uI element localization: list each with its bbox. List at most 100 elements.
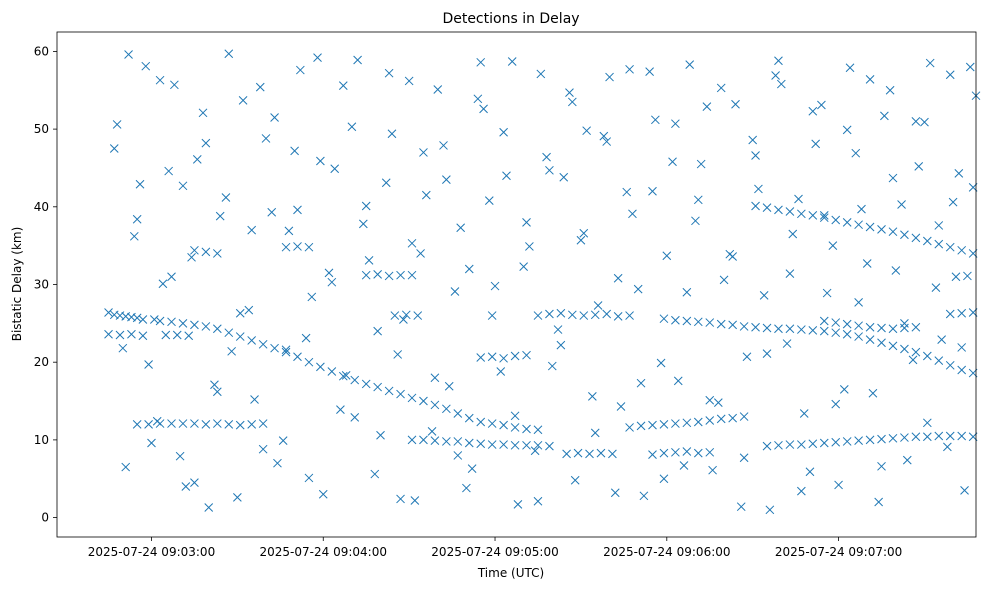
- data-point: [439, 141, 448, 150]
- data-point: [553, 325, 563, 334]
- data-point: [499, 353, 508, 363]
- data-point: [212, 324, 222, 334]
- data-point: [625, 64, 634, 74]
- data-point: [819, 438, 829, 448]
- data-point: [599, 131, 609, 141]
- y-tick-label: 0: [41, 511, 49, 525]
- data-point: [797, 209, 806, 219]
- data-point: [963, 271, 972, 281]
- data-point: [900, 230, 909, 240]
- data-point: [776, 79, 786, 89]
- data-point: [533, 496, 543, 506]
- data-point: [888, 341, 898, 351]
- data-point: [762, 323, 772, 333]
- data-point: [327, 277, 337, 287]
- data-point: [313, 53, 322, 62]
- data-point: [880, 111, 889, 121]
- data-point: [739, 412, 749, 421]
- data-point: [419, 396, 428, 406]
- data-point: [221, 193, 231, 202]
- data-point: [507, 57, 517, 66]
- data-point: [496, 367, 506, 376]
- data-point: [396, 389, 405, 399]
- data-point: [785, 440, 795, 449]
- data-point: [536, 69, 546, 79]
- data-point: [728, 252, 738, 261]
- data-point: [158, 279, 168, 289]
- data-point: [129, 231, 139, 241]
- data-point: [797, 440, 806, 449]
- data-point: [267, 207, 277, 217]
- data-point: [201, 419, 211, 429]
- y-tick-label: 40: [34, 200, 49, 214]
- data-point: [945, 309, 955, 319]
- data-point: [227, 346, 236, 356]
- data-point: [608, 449, 617, 459]
- data-point: [765, 505, 775, 515]
- data-point: [233, 493, 242, 502]
- plot-area: [104, 49, 981, 515]
- data-point: [419, 148, 428, 157]
- data-point: [467, 464, 477, 473]
- data-point: [728, 413, 738, 423]
- data-point: [341, 371, 351, 380]
- data-point: [316, 362, 325, 372]
- data-point: [473, 94, 483, 104]
- data-point: [164, 166, 174, 176]
- data-point: [799, 409, 809, 418]
- data-point: [739, 322, 749, 331]
- data-point: [728, 320, 738, 330]
- data-point: [281, 347, 291, 357]
- data-point: [831, 215, 841, 225]
- data-point: [590, 310, 600, 320]
- data-point: [774, 205, 783, 215]
- data-point: [132, 419, 142, 429]
- data-point: [258, 444, 268, 454]
- data-point: [579, 228, 589, 238]
- data-point: [596, 448, 606, 458]
- data-point: [854, 321, 863, 331]
- data-point: [224, 49, 234, 59]
- data-point: [613, 312, 623, 321]
- data-point: [854, 332, 863, 341]
- data-point: [865, 435, 875, 445]
- data-point: [490, 281, 500, 291]
- data-point: [399, 315, 408, 324]
- data-point: [510, 411, 520, 421]
- data-point: [668, 157, 677, 167]
- data-point: [464, 413, 474, 423]
- data-point: [888, 227, 898, 237]
- data-point: [450, 287, 460, 296]
- data-point: [842, 125, 852, 135]
- data-point: [705, 447, 715, 457]
- data-point: [567, 97, 577, 107]
- data-point: [413, 311, 423, 320]
- data-point: [576, 235, 586, 245]
- data-point: [132, 214, 142, 224]
- data-point: [416, 249, 425, 258]
- data-point: [671, 315, 680, 325]
- data-point: [582, 126, 591, 136]
- data-point: [808, 106, 818, 116]
- data-point: [696, 159, 706, 169]
- data-point: [822, 288, 832, 298]
- x-tick-label: 2025-07-24 09:04:00: [260, 545, 387, 559]
- data-point: [782, 339, 792, 348]
- data-point: [204, 503, 214, 512]
- data-point: [845, 63, 855, 73]
- data-point: [147, 438, 156, 448]
- data-point: [671, 447, 680, 457]
- data-point: [261, 134, 271, 143]
- data-point: [210, 380, 219, 390]
- data-point: [713, 398, 723, 407]
- data-point: [911, 432, 921, 442]
- data-point: [235, 332, 245, 341]
- data-point: [442, 437, 451, 446]
- data-point: [911, 233, 921, 243]
- data-point: [902, 455, 912, 465]
- data-point: [358, 219, 368, 229]
- data-point: [888, 433, 898, 443]
- data-point: [650, 115, 660, 125]
- data-point: [144, 360, 153, 369]
